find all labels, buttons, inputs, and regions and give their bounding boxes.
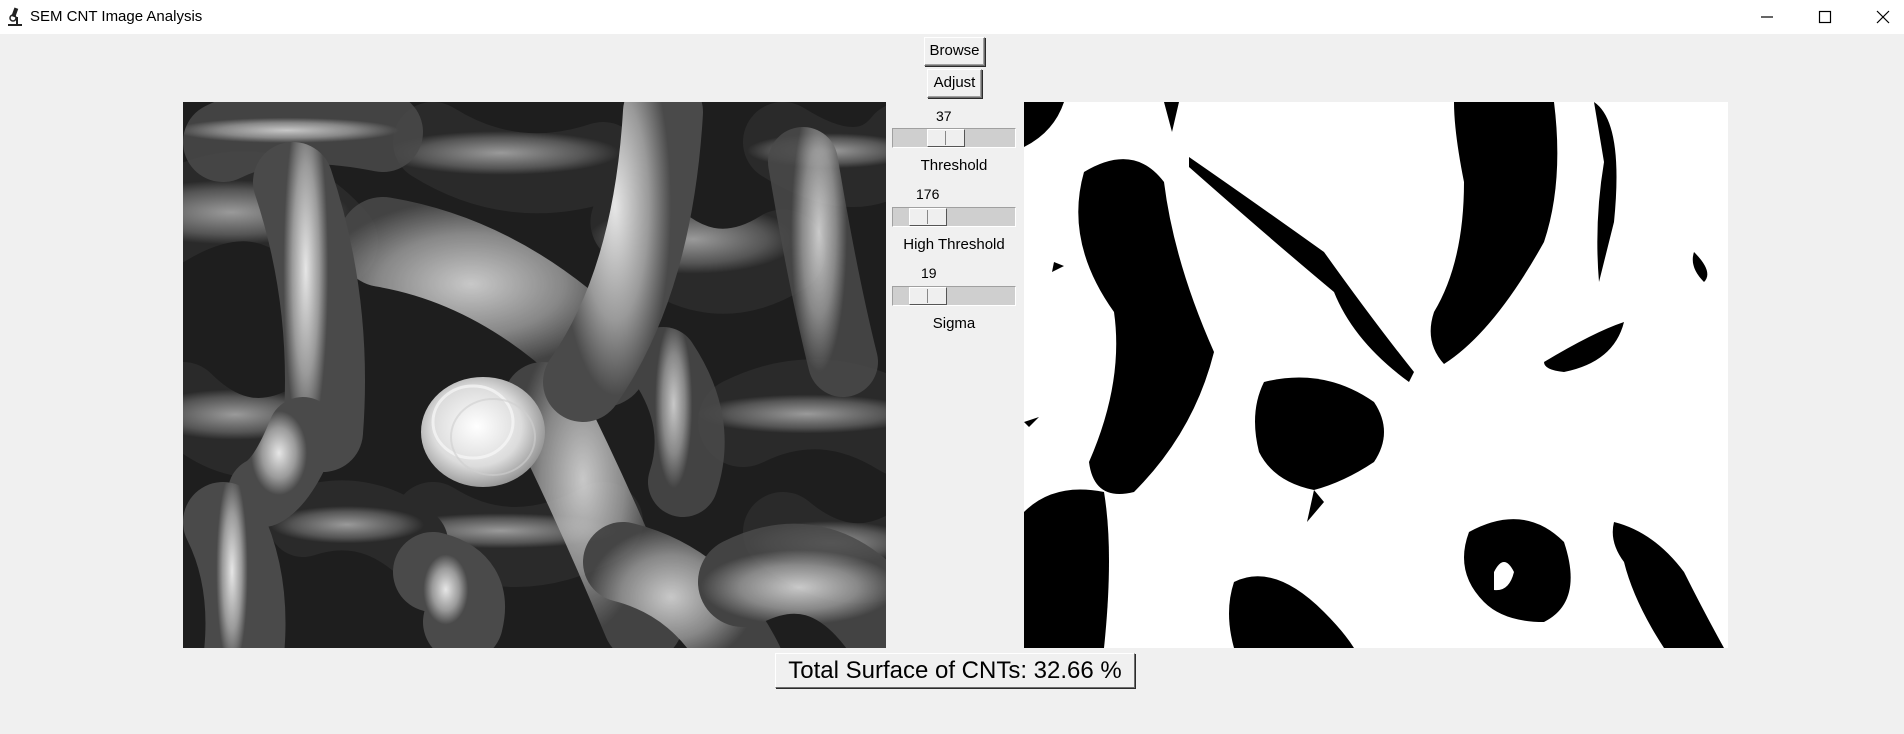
- threshold-label: Threshold: [920, 157, 988, 174]
- high-threshold-slider-thumb[interactable]: [909, 208, 947, 226]
- threshold-slider[interactable]: [892, 128, 1016, 148]
- minimize-icon: [1761, 16, 1773, 18]
- adjust-button[interactable]: Adjust: [927, 69, 982, 98]
- close-button[interactable]: [1854, 0, 1904, 34]
- sigma-slider-thumb[interactable]: [909, 287, 947, 305]
- high-threshold-label: High Threshold: [903, 236, 1005, 253]
- sigma-value: 19: [921, 265, 937, 281]
- sem-image: [183, 102, 886, 648]
- browse-button[interactable]: Browse: [924, 37, 985, 66]
- window-title: SEM CNT Image Analysis: [30, 8, 203, 25]
- threshold-slider-thumb[interactable]: [927, 129, 965, 147]
- maximize-icon: [1818, 10, 1832, 24]
- title-bar: SEM CNT Image Analysis: [0, 0, 1904, 34]
- minimize-button[interactable]: [1738, 0, 1796, 34]
- high-threshold-value: 176: [916, 186, 940, 202]
- total-surface-label: Total Surface of CNTs: 32.66 %: [775, 653, 1135, 688]
- threshold-value: 37: [936, 108, 952, 124]
- binary-image: [1024, 102, 1728, 648]
- close-icon: [1876, 10, 1890, 24]
- microscope-icon: [8, 7, 22, 26]
- sigma-slider[interactable]: [892, 286, 1016, 306]
- sigma-label: Sigma: [932, 315, 976, 332]
- high-threshold-slider[interactable]: [892, 207, 1016, 227]
- maximize-button[interactable]: [1796, 0, 1854, 34]
